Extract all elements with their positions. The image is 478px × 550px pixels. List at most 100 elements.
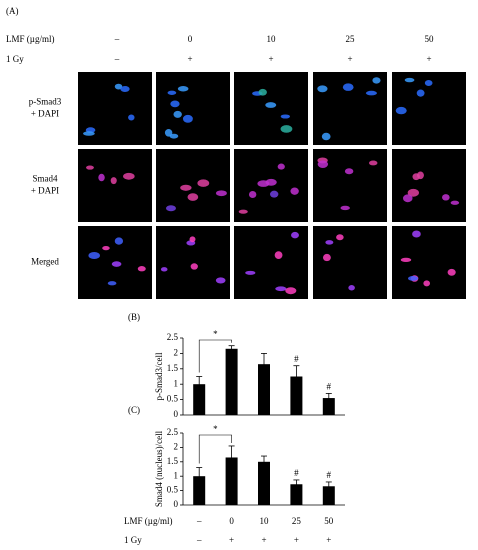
cell-nucleus [348,285,355,291]
cell-nucleus [215,190,227,197]
cell-nucleus [111,261,122,267]
cell-nucleus [197,179,210,187]
cell-nucleus [88,252,100,260]
cell-nucleus [270,190,279,198]
cell-nucleus [450,200,460,205]
cell-nucleus [120,86,130,92]
row-label: 1 Gy [124,535,142,545]
cell-nucleus [275,286,287,292]
cell-nucleus [412,230,421,238]
y-tick-label: 1.5 [167,363,179,373]
cell-nucleus [170,100,180,108]
column-label: + [347,54,352,64]
cell-nucleus [173,110,182,118]
cell-nucleus [102,246,110,251]
y-axis-label: Smad4 (nucleus)/cell [154,430,164,507]
y-axis-label: p-Smad3/cell [154,352,164,400]
bar [225,457,238,505]
cell-nucleus [403,194,413,203]
column-label: + [294,535,299,545]
cell-nucleus [123,172,135,180]
column-label: 50 [324,516,334,526]
micrograph [78,149,152,222]
cell-nucleus [82,131,95,136]
cell-nucleus [190,263,198,270]
cell-nucleus [187,193,199,201]
cell-nucleus [404,77,415,83]
y-tick-label: 2 [174,441,179,451]
row-label: + DAPI [31,109,59,119]
significance-mark: # [294,354,299,364]
cell-nucleus [340,205,350,211]
bar [193,384,206,415]
cell-nucleus [325,240,334,245]
column-label: 10 [267,34,277,44]
panel-label: (C) [128,405,140,415]
micrograph [392,149,466,222]
panel-label: (B) [128,312,140,322]
column-label: – [114,34,120,44]
cell-nucleus [407,188,419,197]
y-tick-label: 1 [174,470,179,480]
cell-nucleus [257,180,270,187]
cell-nucleus [342,83,354,91]
column-label: + [261,535,266,545]
row-label: LMF (µg/ml) [124,516,172,526]
significance-mark: # [327,470,332,480]
row-label: Merged [31,257,59,267]
significance-mark: * [213,329,218,339]
column-label: 10 [260,516,270,526]
cell-nucleus [245,270,256,275]
column-label: – [196,516,202,526]
cell-nucleus [274,251,283,260]
column-label: – [196,535,202,545]
column-label: 25 [292,516,302,526]
row-label: Smad4 [32,174,58,184]
cell-nucleus [165,205,176,212]
column-label: 50 [425,34,435,44]
cell-nucleus [290,187,299,195]
row-label: + DAPI [31,186,59,196]
cell-nucleus [336,234,344,241]
cell-nucleus [167,90,177,95]
column-label: 0 [188,34,193,44]
micrograph [234,72,308,145]
cell-nucleus [238,209,248,214]
cell-nucleus [322,253,331,262]
cell-nucleus [258,88,267,96]
cell-nucleus [344,168,354,175]
cell-nucleus [114,237,124,245]
panel-label: (A) [6,6,19,16]
cell-nucleus [407,276,419,281]
cell-nucleus [114,83,123,90]
bar [290,484,303,505]
significance-mark: # [327,382,332,392]
cell-nucleus [280,114,291,119]
bar [322,398,335,415]
cell-nucleus [424,79,433,86]
cell-nucleus [321,132,331,141]
cell-nucleus [368,160,378,166]
cell-nucleus [265,102,277,108]
y-tick-label: 0 [174,499,179,509]
cell-nucleus [416,89,425,97]
cell-nucleus [215,277,226,284]
column-label: 25 [346,34,356,44]
row-label: LMF (µg/ml) [6,34,54,44]
cell-nucleus [107,281,117,286]
cell-nucleus [86,165,94,170]
column-label: + [426,54,431,64]
bar [225,348,238,415]
cell-nucleus [365,90,377,96]
bar [322,486,335,505]
cell-nucleus [110,177,117,185]
significance-mark: * [213,424,218,434]
bar [258,461,270,505]
cell-nucleus [169,133,179,139]
cell-nucleus [98,173,105,182]
y-tick-label: 1.5 [167,456,179,466]
cell-nucleus [177,86,189,92]
cell-nucleus [423,280,431,287]
cell-nucleus [285,287,297,295]
cell-nucleus [291,231,299,239]
